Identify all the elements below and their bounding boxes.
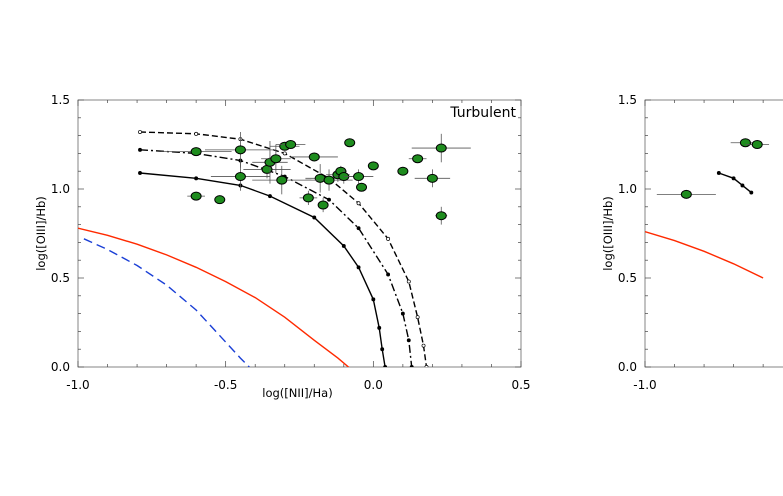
- model-curve-marker: [282, 151, 287, 156]
- model-curve-dash-dot: [139, 149, 413, 367]
- model-curve-marker: [356, 226, 361, 231]
- x-tick-label: -1.0: [66, 378, 89, 392]
- model-curve-marker: [371, 297, 376, 302]
- model-curve-marker: [138, 147, 142, 152]
- model-curve-marker: [380, 347, 385, 352]
- data-point: [234, 172, 246, 182]
- panel-right: -1.0 0.0 0.5 1.0 1.5 log([OIII]/Hb): [601, 93, 783, 392]
- y-axis-label: log([OIII]/Hb): [601, 196, 615, 271]
- y-tick-label: 0.5: [618, 271, 637, 285]
- data-point: [680, 189, 692, 199]
- plot-area: [645, 140, 764, 279]
- y-tick-label: 1.0: [51, 182, 70, 196]
- y-tick-label: 1.5: [51, 93, 70, 107]
- data-point: [302, 193, 314, 203]
- model-curve-marker: [424, 365, 429, 367]
- x-tick-label: 0.5: [511, 378, 530, 392]
- data-point: [190, 147, 202, 157]
- y-tick-label: 0.0: [51, 360, 70, 374]
- plot-area: [78, 130, 429, 367]
- model-curve-marker: [356, 201, 361, 206]
- model-curve-marker: [194, 131, 199, 136]
- data-point: [751, 140, 763, 149]
- model-curve-marker: [716, 171, 721, 175]
- model-curve-marker: [138, 130, 142, 134]
- red-demarcation-curve: [645, 231, 764, 279]
- y-tick-label: 1.0: [618, 182, 637, 196]
- x-tick-label: 0.0: [364, 378, 383, 392]
- y-tick-label: 1.5: [618, 93, 637, 107]
- model-curve-marker: [386, 236, 391, 241]
- model-curve-marker: [268, 194, 272, 199]
- model-curve-marker: [341, 244, 346, 248]
- data-point: [397, 166, 409, 176]
- model-curve-marker: [194, 176, 199, 181]
- data-point: [276, 175, 288, 185]
- model-curve-marker: [383, 365, 388, 367]
- model-curve-marker: [421, 343, 426, 348]
- data-point: [344, 138, 356, 148]
- model-curve-marker: [409, 365, 414, 367]
- model-curve-marker: [400, 311, 405, 316]
- model-curve-marker: [356, 265, 361, 270]
- data-point: [214, 195, 226, 205]
- data-point: [367, 161, 379, 171]
- model-curve-marker: [386, 272, 391, 277]
- data-point: [356, 182, 368, 192]
- plot-frame: [77, 99, 522, 368]
- data-point: [285, 140, 297, 149]
- y-tick-label: 0.0: [618, 360, 637, 374]
- plot-frame: [644, 99, 783, 368]
- model-curve-solid: [718, 172, 752, 194]
- data-point: [435, 143, 447, 153]
- model-curve-marker: [731, 176, 736, 181]
- model-curve-marker: [406, 338, 411, 343]
- x-tick-label: -1.0: [633, 378, 656, 392]
- model-curve-marker: [327, 197, 331, 202]
- data-point: [412, 154, 424, 164]
- x-axis-label: log([NII]/Ha): [262, 386, 332, 400]
- model-curve-marker: [740, 183, 745, 188]
- data-point: [739, 138, 751, 148]
- model-curve-marker: [312, 215, 317, 220]
- data-point: [426, 173, 438, 183]
- blue-demarcation-curve: [83, 238, 250, 367]
- y-tick-label: 0.5: [51, 271, 70, 285]
- data-point: [353, 172, 365, 182]
- data-point: [308, 152, 320, 162]
- model-curve-solid: [139, 172, 386, 367]
- red-demarcation-curve: [78, 227, 350, 367]
- data-point: [323, 175, 335, 185]
- y-axis-label: log([OIII]/Hb): [34, 196, 48, 271]
- model-curve-marker: [138, 171, 142, 175]
- model-curve-marker: [749, 190, 754, 195]
- model-curve-marker: [377, 325, 382, 330]
- data-point: [234, 145, 246, 155]
- model-curve-marker: [415, 315, 420, 320]
- data-point: [270, 154, 282, 164]
- data-point: [317, 200, 329, 210]
- panel-title: Turbulent: [449, 105, 516, 121]
- model-curve-dashed: [139, 131, 428, 367]
- data-point: [190, 191, 202, 201]
- x-tick-label: -0.5: [214, 378, 237, 392]
- panel-left: -1.0 -0.5 0.0 0.5 0.0 0.5 1.0 1.5 log([NII]/Ha) l…: [34, 93, 531, 400]
- data-point: [435, 211, 447, 221]
- model-curve-marker: [406, 279, 411, 284]
